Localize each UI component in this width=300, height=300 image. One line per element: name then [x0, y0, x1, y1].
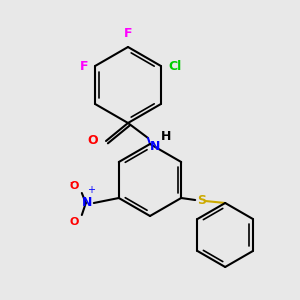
Text: O: O	[87, 134, 98, 148]
Text: +: +	[87, 185, 95, 195]
Text: Cl: Cl	[168, 59, 181, 73]
Text: H: H	[161, 130, 171, 142]
Text: -: -	[70, 176, 74, 189]
Text: F: F	[80, 59, 88, 73]
Text: N: N	[81, 196, 92, 209]
Text: O: O	[69, 181, 79, 191]
Text: O: O	[69, 217, 79, 227]
Text: S: S	[197, 194, 206, 206]
Text: F: F	[124, 27, 132, 40]
Text: N: N	[150, 140, 160, 153]
